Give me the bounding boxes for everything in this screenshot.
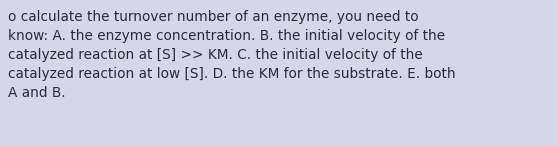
Text: o calculate the turnover number of an enzyme, you need to
know: A. the enzyme co: o calculate the turnover number of an en… [8, 10, 456, 100]
